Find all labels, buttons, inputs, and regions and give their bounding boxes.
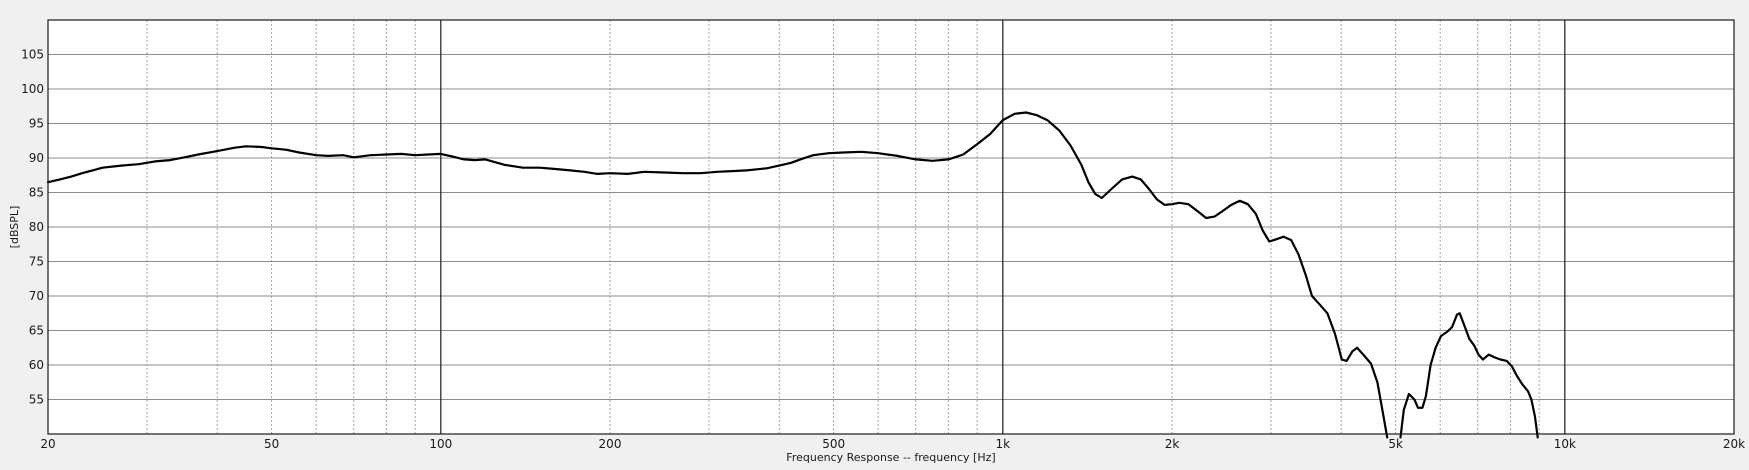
x-tick-label: 20k <box>1723 437 1745 451</box>
x-tick-labels: 20 50 100 200 500 1k 2k 5k 10k 20k <box>40 437 1745 451</box>
series-line-0 <box>46 111 1539 439</box>
y-tick-label: 55 <box>29 393 44 407</box>
y-tick-labels: 55 60 65 70 75 80 85 90 95 100 105 <box>21 48 44 407</box>
x-tick-label: 1k <box>996 437 1011 451</box>
y-tick-label: 60 <box>29 358 44 372</box>
x-tick-label: 500 <box>822 437 845 451</box>
x-tick-label: 200 <box>599 437 622 451</box>
y-tick-label: 65 <box>29 324 44 338</box>
y-tick-label: 100 <box>21 82 44 96</box>
y-tick-label: 85 <box>29 186 44 200</box>
x-tick-label: 2k <box>1165 437 1180 451</box>
y-tick-label: 75 <box>29 255 44 269</box>
series-layer <box>46 111 1539 439</box>
y-axis-title: [dBSPL] <box>8 206 21 249</box>
x-tick-label: 50 <box>264 437 279 451</box>
y-tick-label: 80 <box>29 220 44 234</box>
x-tick-label: 20 <box>40 437 55 451</box>
x-axis-title: Frequency Response -- frequency [Hz] <box>786 451 995 464</box>
y-tick-label: 105 <box>21 48 44 62</box>
y-tick-label: 90 <box>29 151 44 165</box>
x-tick-label: 100 <box>429 437 452 451</box>
x-tick-label: 10k <box>1554 437 1576 451</box>
grid-lines <box>48 20 1734 434</box>
x-tick-label: 5k <box>1388 437 1403 451</box>
plot-frame <box>47 19 1735 435</box>
y-tick-label: 70 <box>29 289 44 303</box>
y-tick-label: 95 <box>29 117 44 131</box>
